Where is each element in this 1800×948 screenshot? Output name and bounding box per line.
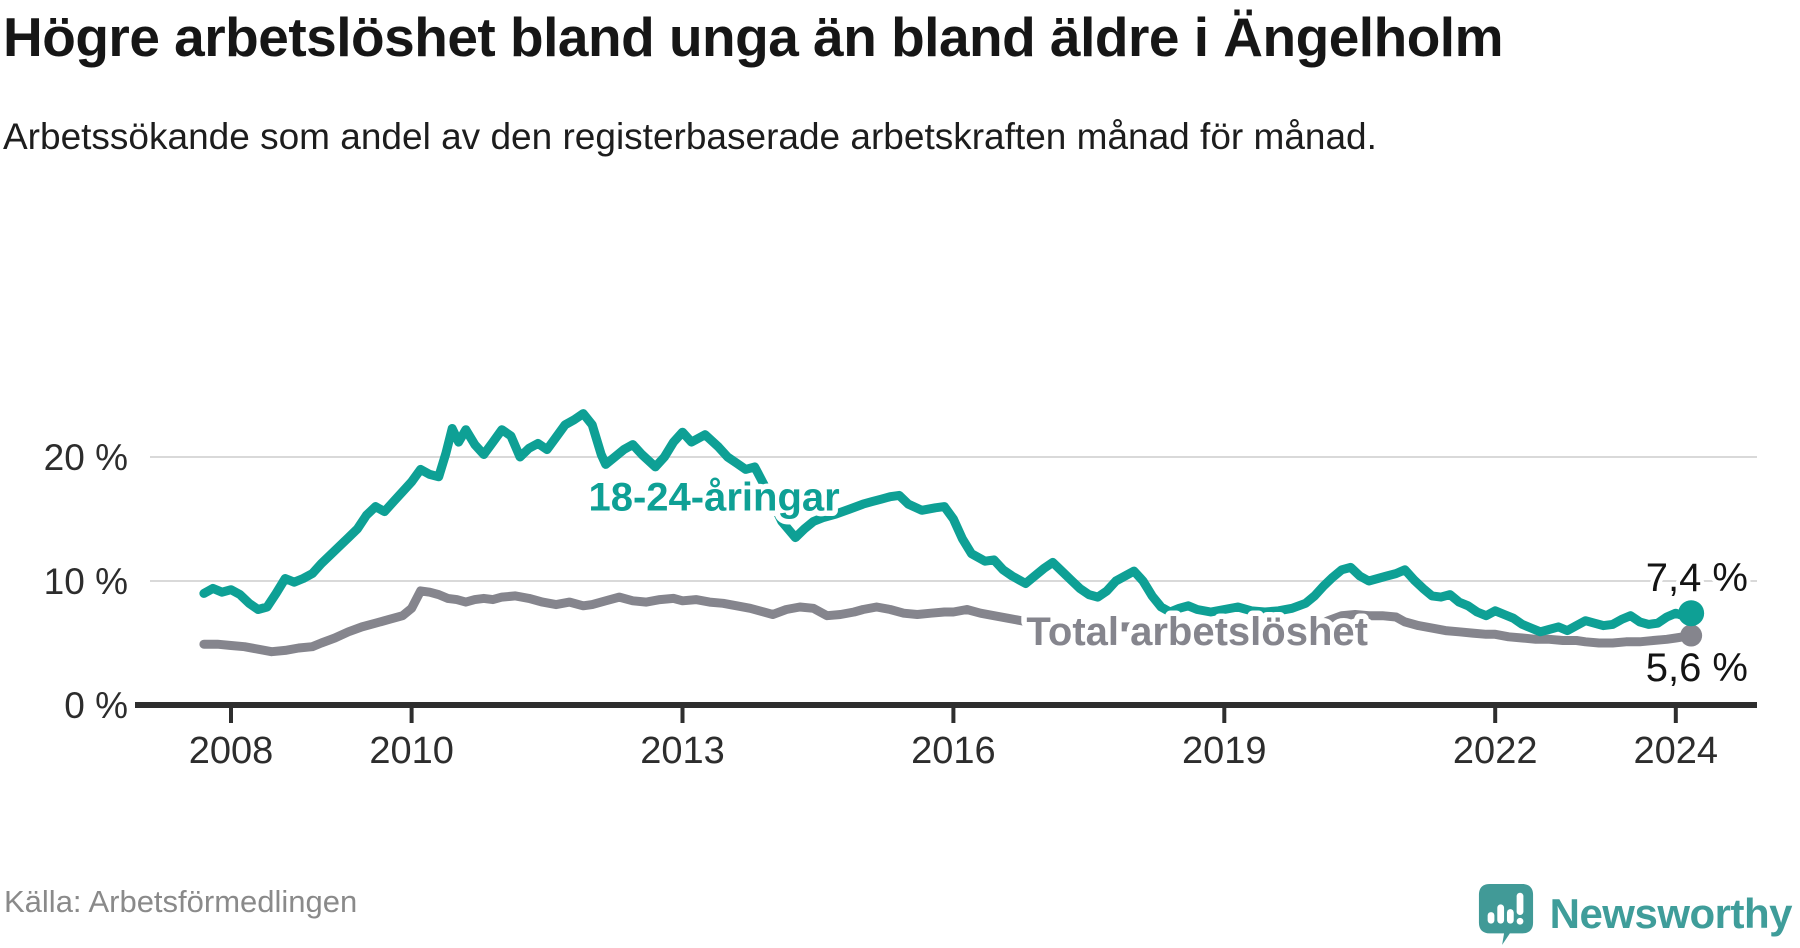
x-tick-label: 2013 [640,730,725,772]
chart-subtitle: Arbetssökande som andel av den registerb… [3,115,1377,157]
series-line-young [199,409,1696,637]
y-tick-label: 20 % [44,437,128,478]
end-value-label-young: 7,4 % [1646,556,1748,600]
y-tick-label: 0 % [64,685,128,726]
x-tick-label: 2022 [1453,730,1538,772]
newsworthy-logo: Newsworthy [1477,882,1793,946]
series-line-total [199,586,1696,657]
logo-bar-1 [1487,912,1495,924]
series-endpoint-young [1678,600,1705,627]
x-tick-label: 2010 [369,730,454,772]
y-tick-label: 10 % [44,561,128,602]
chart-header: Högre arbetslöshet bland unga än bland ä… [3,6,1763,162]
page-title: Högre arbetslöshet bland unga än bland ä… [3,6,1503,68]
series-label-young: 18-24-åringar [588,476,839,520]
end-value-label-total: 5,6 % [1646,646,1748,690]
x-tick-label: 2019 [1182,730,1267,772]
logo-exclamation-bar [1516,892,1524,915]
x-tick-label: 2024 [1634,730,1719,772]
logo-bar-2 [1496,904,1504,924]
series-endpoint-total [1680,624,1703,647]
source-note: Källa: Arbetsförmedlingen [4,884,358,919]
x-tick-label: 2008 [189,730,274,772]
newsworthy-bubble-icon [1478,884,1533,945]
logo-exclamation-dot [1516,917,1524,925]
logo-bar-3 [1506,909,1514,924]
x-tick-label: 2016 [911,730,996,772]
series-label-total: Total arbetslöshet [1026,610,1368,654]
brand-wordmark: Newsworthy [1549,890,1793,937]
